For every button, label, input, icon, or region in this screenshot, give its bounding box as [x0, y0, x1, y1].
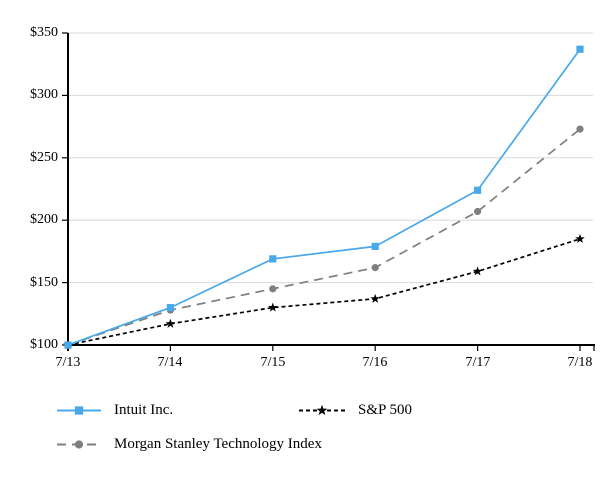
- legend-label-morgan-stanley: Morgan Stanley Technology Index: [114, 436, 322, 452]
- y-axis-tick-label: $200: [30, 212, 58, 227]
- x-axis-tick-label: 7/18: [567, 355, 593, 370]
- y-axis-tick-label: $300: [30, 87, 58, 102]
- legend-sample-sp500-line-icon: [299, 404, 345, 415]
- x-axis-tick-label: 7/13: [55, 355, 81, 370]
- y-axis-tick-label: $100: [30, 337, 58, 352]
- legend-label-intuit: Intuit Inc.: [114, 402, 174, 418]
- legend-sample-intuit-line-icon: [57, 405, 101, 415]
- legend-item-sp500: S&P 500: [299, 402, 412, 418]
- x-axis-tick-label: 7/17: [465, 355, 491, 370]
- y-axis-tick-label: $350: [30, 25, 58, 40]
- legend-item-morgan-stanley: Morgan Stanley Technology Index: [57, 436, 322, 452]
- legend-sample-morgan-stanley-line-icon: [57, 439, 101, 449]
- y-axis-tick-label: $250: [30, 150, 58, 165]
- legend-label-sp500: S&P 500: [358, 402, 413, 418]
- x-axis-tick-label: 7/15: [260, 355, 286, 370]
- y-axis-tick-label: $150: [30, 275, 58, 290]
- x-axis-tick-label: 7/14: [157, 355, 183, 370]
- x-axis-tick-label: 7/16: [362, 355, 388, 370]
- legend-item-intuit: Intuit Inc.: [57, 402, 173, 418]
